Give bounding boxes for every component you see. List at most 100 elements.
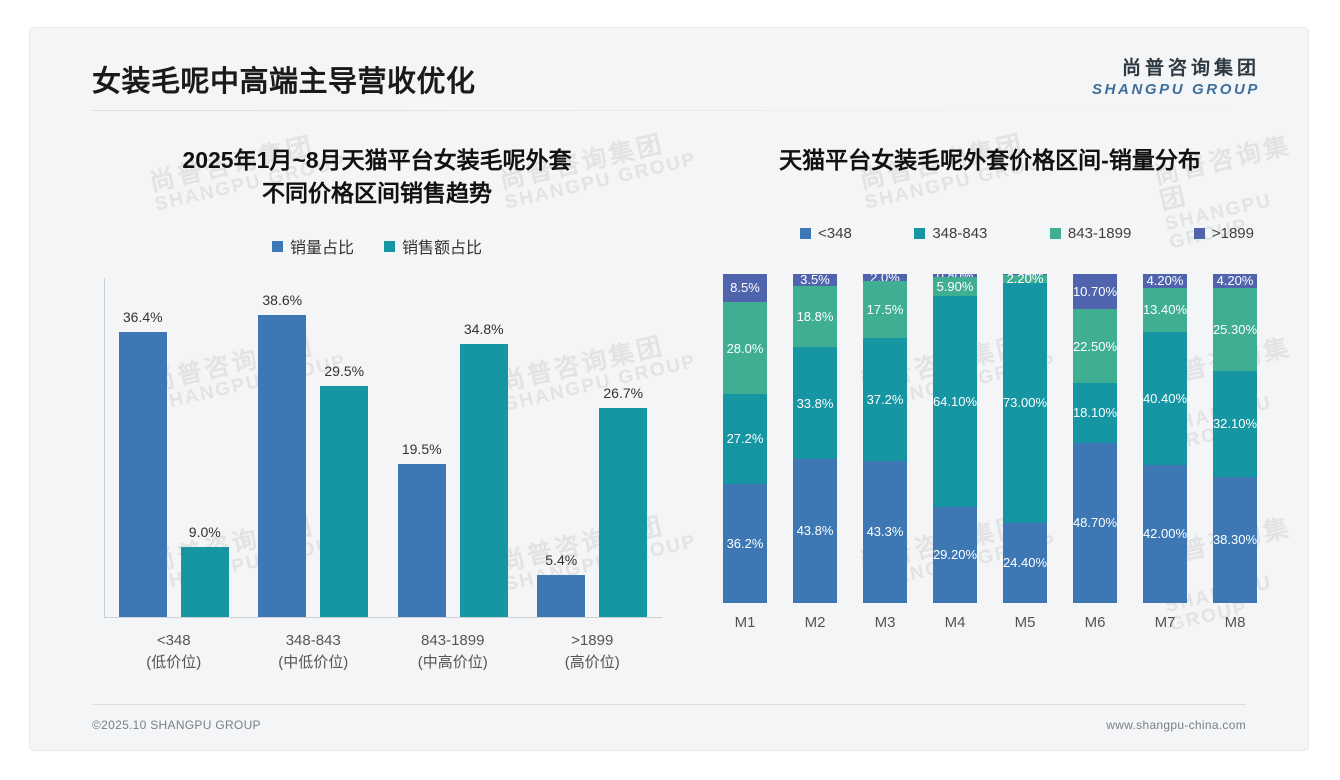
stacked-bar[interactable]: 0.80%5.90%64.10%29.20% <box>933 274 977 603</box>
legend-swatch-icon <box>384 240 395 252</box>
segment-value-label: 18.10% <box>1073 405 1117 421</box>
stacked-segment[interactable]: 10.70% <box>1073 274 1117 310</box>
legend-label: >1899 <box>1211 225 1254 242</box>
bar[interactable]: 5.4% <box>537 552 586 617</box>
stacked-bar-group: 0.80%5.90%64.10%29.20% <box>920 274 990 603</box>
bar-group: 5.4% 26.7% <box>523 288 663 617</box>
stacked-segment[interactable]: 42.00% <box>1143 464 1187 603</box>
x-axis-labels: M1 M2 M3 M4 M5 M6 M7 M8 <box>710 614 1270 631</box>
stacked-segment[interactable]: 43.8% <box>793 458 837 603</box>
stacked-segment[interactable]: 28.0% <box>723 301 767 395</box>
bar-wrapper: 38.6% <box>258 288 307 617</box>
stacked-segment[interactable]: 18.8% <box>793 285 837 348</box>
footer-website[interactable]: www.shangpu-china.com <box>1106 718 1246 732</box>
legend-label: <348 <box>818 225 852 242</box>
left-chart-panel: 2025年1月~8月天猫平台女装毛呢外套 不同价格区间销售趋势 销量占比 销售额… <box>92 124 662 704</box>
bar-value-label: 29.5% <box>324 362 365 379</box>
x-axis-label: M8 <box>1224 614 1246 631</box>
stacked-segment[interactable]: 4.20% <box>1143 274 1187 288</box>
legend-item-band-3[interactable]: >1899 <box>1193 225 1254 242</box>
stacked-segment[interactable]: 25.30% <box>1213 287 1257 372</box>
legend-item-band-2[interactable]: 843-1899 <box>1049 225 1131 242</box>
header-divider <box>92 110 1246 111</box>
segment-value-label: 17.5% <box>866 301 904 317</box>
stacked-segment[interactable]: 24.40% <box>1003 522 1047 603</box>
legend-item-band-0[interactable]: <348 <box>800 225 852 242</box>
segment-value-label: 64.10% <box>933 393 977 409</box>
stacked-bar-group: 4.20% 25.30% 32.10% 38.30% <box>1200 274 1270 603</box>
stacked-segment[interactable]: 13.40% <box>1143 287 1187 332</box>
bar[interactable]: 9.0% <box>180 524 229 617</box>
x-axis-label: <348 (低价位) <box>104 630 244 674</box>
x-axis-label: >1899 (高价位) <box>523 630 663 674</box>
segment-value-label: 37.2% <box>866 391 904 407</box>
bar-group: 36.4% 9.0% <box>104 288 244 617</box>
x-axis-label-tier: (低价位) <box>146 654 202 671</box>
x-axis-label: 348-843 (中低价位) <box>244 630 384 674</box>
x-axis-label: M2 <box>804 614 826 631</box>
segment-value-label: 2.0% <box>870 274 900 285</box>
stacked-segment[interactable]: 5.90% <box>933 276 977 297</box>
stacked-segment[interactable]: 2.0% <box>863 274 907 285</box>
stacked-segment[interactable]: 48.70% <box>1073 442 1117 603</box>
bar[interactable]: 36.4% <box>118 309 167 617</box>
segment-value-label: 36.2% <box>726 535 764 551</box>
bar[interactable]: 34.8% <box>459 321 508 617</box>
stacked-segment[interactable]: 73.00% <box>1003 282 1047 523</box>
segment-value-label: 18.8% <box>796 308 834 324</box>
segment-value-label: 5.90% <box>936 278 974 294</box>
stacked-bar[interactable]: 3.5% 18.8% 33.8% 43.8% <box>793 274 837 603</box>
stacked-segment[interactable]: 2.20% <box>1003 274 1047 286</box>
bar-group: 38.6% 29.5% <box>244 288 384 617</box>
stacked-segment[interactable]: 64.10% <box>933 296 977 507</box>
legend-swatch-icon <box>1049 228 1061 239</box>
bar-value-label: 36.4% <box>122 308 163 325</box>
stacked-segment[interactable]: 27.2% <box>723 394 767 484</box>
stacked-bar[interactable]: 10.70% 22.50% 18.10% 48.70% <box>1073 274 1117 603</box>
stacked-bar[interactable]: 4.20% 25.30% 32.10% 38.30% <box>1213 274 1257 603</box>
stacked-bar[interactable]: 2.0% 17.5% 37.2% 43.3% <box>863 274 907 603</box>
segment-value-label: 24.40% <box>1003 555 1047 571</box>
stacked-segment[interactable]: 40.40% <box>1143 331 1187 465</box>
legend-item-revenue[interactable]: 销售额占比 <box>384 234 482 258</box>
legend-swatch-icon <box>914 228 926 239</box>
x-axis-label-tier: (中低价位) <box>278 654 349 671</box>
footer-divider <box>92 704 1246 705</box>
left-chart-plot: 36.4% 9.0% 38.6% 29.5% 19.5% 34.8% 5.4% 26.7% <… <box>92 278 662 671</box>
stacked-segment[interactable]: 32.10% <box>1213 371 1257 477</box>
bar[interactable]: 19.5% <box>397 441 446 617</box>
bar-value-label: 5.4% <box>545 551 578 568</box>
stacked-segment[interactable]: 29.20% <box>933 506 977 603</box>
stacked-segment[interactable]: 36.2% <box>723 483 767 603</box>
segment-value-label: 48.70% <box>1073 515 1117 531</box>
x-axis-label: M4 <box>944 614 966 631</box>
bar-wrapper: 36.4% <box>118 288 167 617</box>
stacked-bar[interactable]: 8.5% 28.0% 27.2% 36.2% <box>723 274 767 603</box>
stacked-bar[interactable]: 2.20%2.20%73.00%24.40% <box>1003 274 1047 603</box>
right-chart-plot: 8.5% 28.0% 27.2% 36.2% 3.5% 18.8% 33.8% 43.8% 2.… <box>710 274 1270 631</box>
bar-groups: 36.4% 9.0% 38.6% 29.5% 19.5% 34.8% 5.4% 26.7% <box>104 288 662 617</box>
stacked-segment[interactable]: 8.5% <box>723 274 767 302</box>
stacked-segment[interactable]: 3.5% <box>793 274 837 287</box>
slide: 尚普咨询集团 SHANGPU GROUP 尚普咨询集团 SHANGPU GROUP … <box>30 28 1308 750</box>
bar-wrapper: 5.4% <box>537 288 586 617</box>
x-axis-label: M3 <box>874 614 896 631</box>
bar[interactable]: 29.5% <box>320 363 369 617</box>
stacked-segment[interactable]: 43.3% <box>863 460 907 603</box>
stacked-segment[interactable]: 18.10% <box>1073 383 1117 443</box>
stacked-segment[interactable]: 4.20% <box>1213 274 1257 288</box>
bar[interactable]: 26.7% <box>599 385 648 617</box>
footer-copyright: ©2025.10 SHANGPU GROUP <box>92 718 261 732</box>
stacked-segment[interactable]: 17.5% <box>863 280 907 339</box>
stacked-bar-groups: 8.5% 28.0% 27.2% 36.2% 3.5% 18.8% 33.8% 43.8% 2.… <box>710 274 1270 603</box>
legend-item-volume[interactable]: 销量占比 <box>271 234 354 258</box>
stacked-bar[interactable]: 4.20% 13.40% 40.40% 42.00% <box>1143 274 1187 603</box>
stacked-segment[interactable]: 33.8% <box>793 347 837 459</box>
stacked-segment[interactable]: 37.2% <box>863 338 907 461</box>
stacked-segment[interactable]: 22.50% <box>1073 309 1117 384</box>
stacked-segment[interactable]: 38.30% <box>1213 476 1257 603</box>
bar[interactable]: 38.6% <box>258 292 307 617</box>
legend-item-band-1[interactable]: 348-843 <box>914 225 987 242</box>
stacked-bar-group: 8.5% 28.0% 27.2% 36.2% <box>710 274 780 603</box>
logo-english-text: SHANGPU GROUP <box>1092 81 1260 98</box>
